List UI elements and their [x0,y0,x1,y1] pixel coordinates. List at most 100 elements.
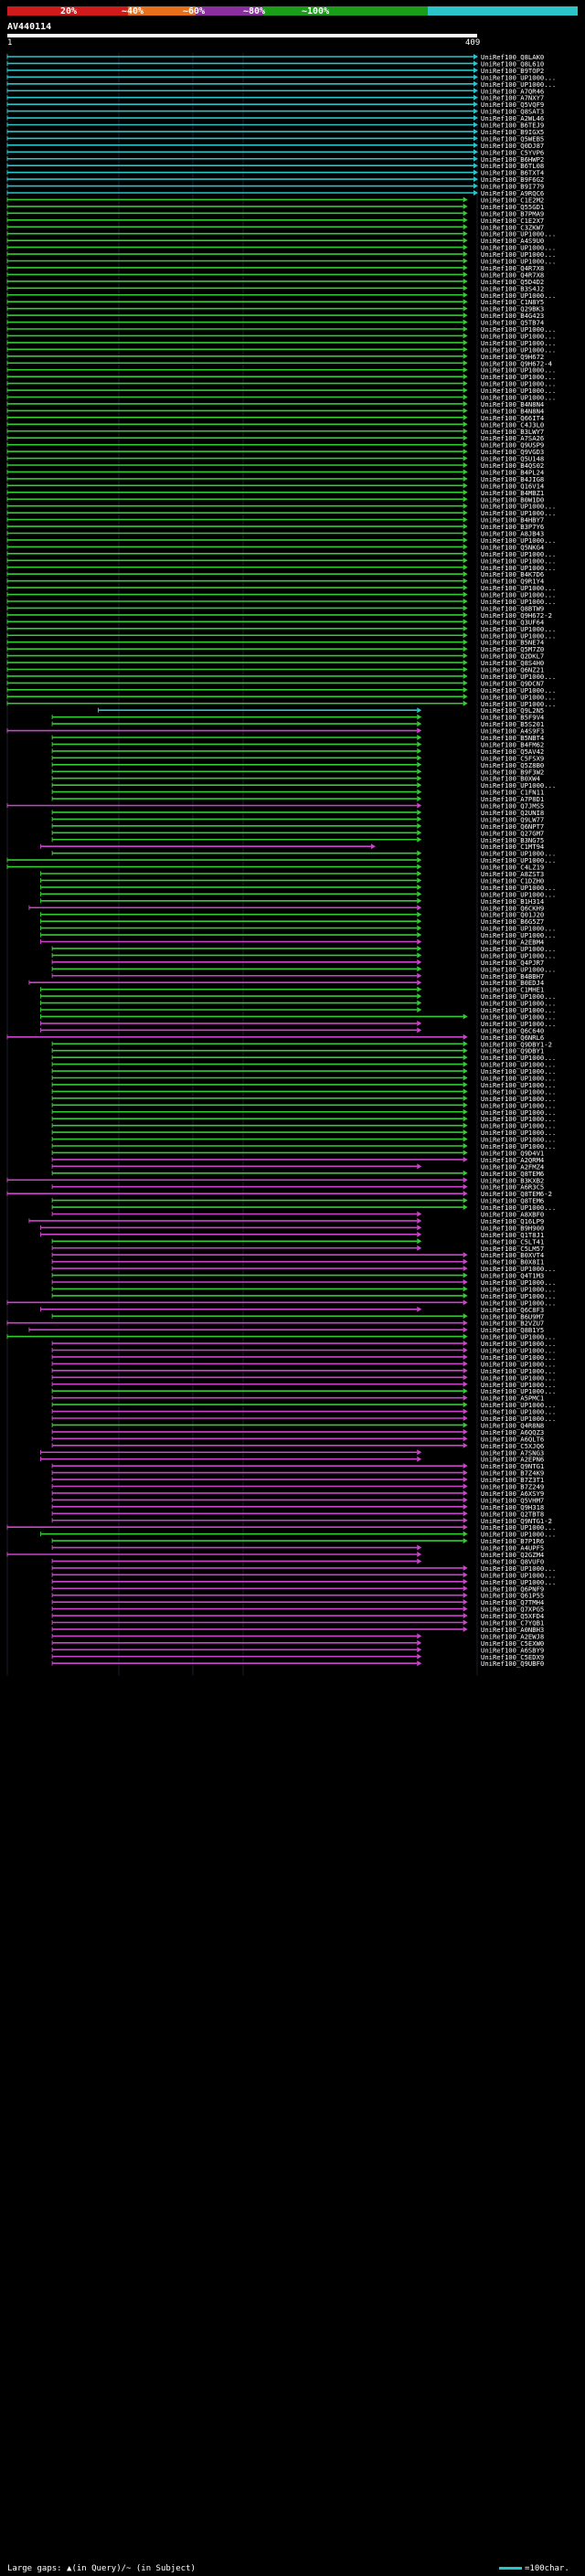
hit-label[interactable]: UniRef100_UP1000... [481,1367,556,1375]
hit-label[interactable]: UniRef100_A0NBH3 [481,1626,544,1634]
hit-label[interactable]: UniRef100_UP1000... [481,1299,556,1307]
hit-label[interactable]: UniRef100_UP1000... [481,1531,556,1539]
hit-label[interactable]: UniRef100_B7Z249 [481,1483,544,1491]
hit-label[interactable]: UniRef100_UP1000... [481,890,556,898]
hit-label[interactable]: UniRef100_UP1000... [481,1108,556,1117]
hit-label[interactable]: UniRef100_UP1000... [481,503,556,511]
hit-label[interactable]: UniRef100_UP1000... [481,1061,556,1069]
hit-label[interactable]: UniRef100_UP1000... [481,945,556,953]
hit-label[interactable]: UniRef100_Q5TB74 [481,319,544,327]
hit-label[interactable]: UniRef100_Q61P55 [481,1592,544,1600]
hit-label[interactable]: UniRef100_UP1000... [481,509,556,517]
hit-label[interactable]: UniRef100_UP1000... [481,1075,556,1083]
hit-label[interactable]: UniRef100_B4JIG8 [481,475,544,483]
hit-label[interactable]: UniRef100_Q5Z8B0 [481,761,544,769]
hit-label[interactable]: UniRef100_Q8TEM6 [481,1197,544,1205]
hit-label[interactable]: UniRef100_C5XJQ6 [481,1442,544,1450]
hit-label[interactable]: UniRef100_Q8TEM6 [481,1170,544,1178]
hit-label[interactable]: UniRef100_B9IGX5 [481,128,544,136]
hit-label[interactable]: UniRef100_B4FM62 [481,740,544,748]
hit-label[interactable]: UniRef100_Q5M7Z0 [481,645,544,653]
hit-label[interactable]: UniRef100_B9F3W2 [481,768,544,776]
hit-label[interactable]: UniRef100_Q8TEM6-2 [481,1190,552,1198]
hit-label[interactable]: UniRef100_UP1000... [481,1415,556,1423]
hit-label[interactable]: UniRef100_UP1000... [481,1081,556,1089]
hit-label[interactable]: UniRef100_A6QLT6 [481,1435,544,1443]
hit-label[interactable]: UniRef100_UP1000... [481,1564,556,1573]
hit-label[interactable]: UniRef100_Q5VQF9 [481,101,544,109]
hit-label[interactable]: UniRef100_B6TXT4 [481,169,544,177]
hit-label[interactable]: UniRef100_Q2GZM4 [481,1551,544,1559]
hit-label[interactable]: UniRef100_UP1000... [481,1115,556,1123]
hit-label[interactable]: UniRef100_Q5AV42 [481,747,544,756]
hit-label[interactable]: UniRef100_A8JB43 [481,530,544,538]
hit-label[interactable]: UniRef100_B0W1D0 [481,495,544,504]
hit-label[interactable]: UniRef100_B4G423 [481,312,544,320]
hit-label[interactable]: UniRef100_UP1000... [481,1203,556,1212]
hit-label[interactable]: UniRef100_A7SA26 [481,434,544,442]
hit-label[interactable]: UniRef100_Q6PNF9 [481,1585,544,1593]
hit-label[interactable]: UniRef100_UP1000... [481,673,556,681]
hit-label[interactable]: UniRef100_UP1000... [481,1285,556,1293]
hit-label[interactable]: UniRef100_UP1000... [481,1142,556,1150]
hit-label[interactable]: UniRef100_UP1000... [481,591,556,599]
hit-label[interactable]: UniRef100_C4LZ19 [481,864,544,872]
hit-label[interactable]: UniRef100_Q7JMS5 [481,802,544,811]
hit-label[interactable]: UniRef100_B7Z3T1 [481,1476,544,1484]
hit-label[interactable]: UniRef100_UP1000... [481,550,556,558]
hit-label[interactable]: UniRef100_UP1000... [481,1129,556,1137]
hit-label[interactable]: UniRef100_UP1000... [481,366,556,375]
hit-label[interactable]: UniRef100_C3ZKW7 [481,223,544,231]
hit-label[interactable]: UniRef100_B9I779 [481,183,544,191]
hit-label[interactable]: UniRef100_UP1000... [481,856,556,864]
hit-label[interactable]: UniRef100_A5PMC1 [481,1394,544,1403]
hit-label[interactable]: UniRef100_B7Z4K9 [481,1469,544,1478]
hit-label[interactable]: UniRef100_B2VZU7 [481,1320,544,1328]
hit-label[interactable]: UniRef100_Q8VUF0 [481,1557,544,1565]
hit-label[interactable]: UniRef100_C1E2M2 [481,196,544,204]
hit-label[interactable]: UniRef100_UP1000... [481,1401,556,1409]
hit-label[interactable]: UniRef100_B4N8N4 [481,400,544,408]
hit-label[interactable]: UniRef100_Q4PJR7 [481,959,544,967]
hit-label[interactable]: UniRef100_Q4T1M3 [481,1272,544,1280]
hit-label[interactable]: UniRef100_Q9DCN7 [481,679,544,687]
hit-label[interactable]: UniRef100_Q5XFD4 [481,1612,544,1620]
hit-label[interactable]: UniRef100_C4J3L0 [481,420,544,429]
hit-label[interactable]: UniRef100_A6QQZ3 [481,1428,544,1436]
hit-label[interactable]: UniRef100_Q9DBY1 [481,1047,544,1055]
hit-label[interactable]: UniRef100_UP1000... [481,325,556,334]
hit-label[interactable]: UniRef100_Q8S4H0 [481,659,544,667]
hit-label[interactable]: UniRef100_A6XSY9 [481,1489,544,1498]
hit-label[interactable]: UniRef100_B3S4J2 [481,284,544,292]
hit-label[interactable]: UniRef100_B5NE74 [481,639,544,647]
hit-label[interactable]: UniRef100_C5EDX9 [481,1653,544,1661]
hit-label[interactable]: UniRef100_B6TL08 [481,162,544,170]
hit-label[interactable]: UniRef100_A7P8D1 [481,795,544,803]
hit-label[interactable]: UniRef100_UP1000... [481,1523,556,1532]
hit-label[interactable]: UniRef100_Q8B1Y5 [481,1326,544,1334]
hit-label[interactable]: UniRef100_Q8L610 [481,59,544,68]
hit-label[interactable]: UniRef100_Q9L2N5 [481,706,544,715]
hit-label[interactable]: UniRef100_UP1000... [481,1381,556,1389]
hit-label[interactable]: UniRef100_Q6C640 [481,1026,544,1034]
hit-label[interactable]: UniRef100_C1N8Y5 [481,298,544,306]
hit-label[interactable]: UniRef100_A8ZST3 [481,870,544,878]
hit-label[interactable]: UniRef100_UP1000... [481,584,556,592]
hit-label[interactable]: UniRef100_UP1000... [481,781,556,790]
hit-label[interactable]: UniRef100_UP1000... [481,1333,556,1341]
hit-label[interactable]: UniRef100_Q5D4D2 [481,278,544,286]
hit-label[interactable]: UniRef100_UP1000... [481,1347,556,1355]
hit-label[interactable]: UniRef100_Q6CKH9 [481,904,544,912]
hit-label[interactable]: UniRef100_UP1000... [481,625,556,633]
hit-label[interactable]: UniRef100_B6U9M7 [481,1312,544,1320]
hit-label[interactable]: UniRef100_UP1000... [481,332,556,340]
hit-label[interactable]: UniRef100_B9H900 [481,1224,544,1232]
hit-label[interactable]: UniRef100_C1E2X7 [481,217,544,225]
hit-label[interactable]: UniRef100_A2EPN6 [481,1456,544,1464]
hit-label[interactable]: UniRef100_UP1000... [481,1571,556,1579]
hit-label[interactable]: UniRef100_UP1000... [481,564,556,572]
hit-label[interactable]: UniRef100_UP1000... [481,965,556,973]
hit-label[interactable]: UniRef100_Q7XPG5 [481,1606,544,1614]
hit-label[interactable]: UniRef100_UP1000... [481,1006,556,1014]
hit-label[interactable]: UniRef100_A6SBY9 [481,1646,544,1654]
